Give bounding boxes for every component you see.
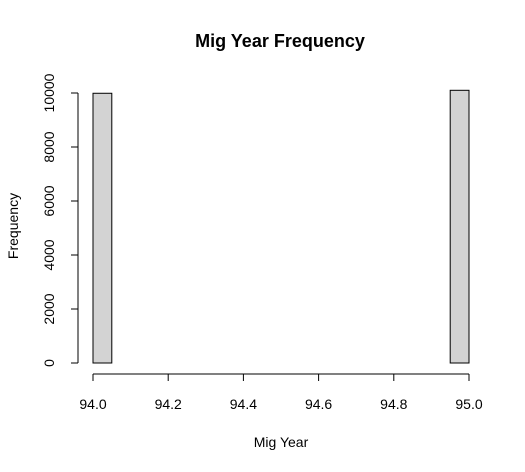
y-tick-label: 8000 [41, 131, 57, 162]
y-tick-label: 4000 [41, 239, 57, 270]
x-tick-label: 94.0 [79, 396, 106, 412]
histogram-bar [92, 92, 113, 364]
y-tick-label: 0 [41, 359, 57, 367]
histogram-bar [449, 89, 470, 364]
x-tick-label: 94.2 [155, 396, 182, 412]
y-tick-label: 2000 [41, 293, 57, 324]
bars-group [92, 89, 470, 364]
y-axis-label: Frequency [5, 193, 21, 259]
y-tick-label: 10000 [41, 73, 57, 112]
x-axis-label: Mig Year [254, 434, 309, 450]
x-tick-label: 95.0 [455, 396, 482, 412]
y-axis: 0 2000 4000 6000 8000 10000 [41, 73, 79, 367]
x-axis: 94.0 94.2 94.4 94.6 94.8 95.0 [79, 373, 483, 412]
x-tick-label: 94.6 [305, 396, 332, 412]
y-tick-label: 6000 [41, 185, 57, 216]
x-tick-label: 94.8 [380, 396, 407, 412]
x-tick-label: 94.4 [230, 396, 257, 412]
chart-title: Mig Year Frequency [195, 31, 365, 51]
